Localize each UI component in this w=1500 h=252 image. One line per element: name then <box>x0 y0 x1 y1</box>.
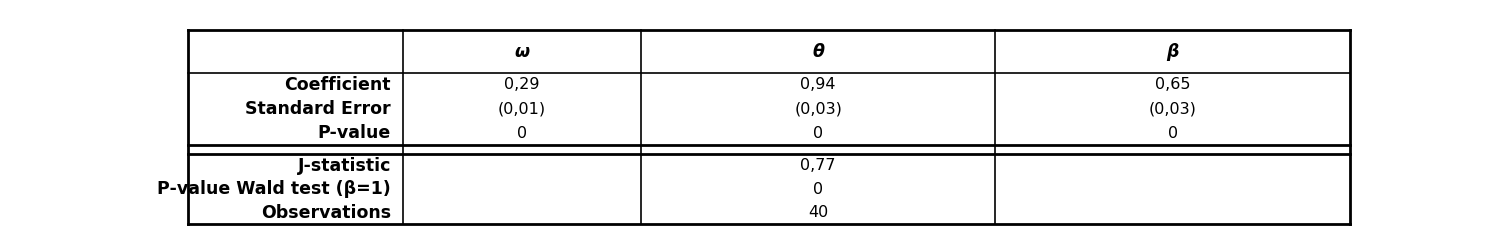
Text: 0: 0 <box>813 126 824 141</box>
Text: Observations: Observations <box>261 204 392 222</box>
Text: 0,77: 0,77 <box>801 158 836 173</box>
Text: 0,29: 0,29 <box>504 78 540 92</box>
Text: (0,03): (0,03) <box>1149 102 1197 117</box>
Text: 0: 0 <box>1167 126 1178 141</box>
Text: Coefficient: Coefficient <box>285 76 392 94</box>
Text: 0,65: 0,65 <box>1155 78 1191 92</box>
Text: 40: 40 <box>808 205 828 220</box>
Text: P-value: P-value <box>318 124 392 142</box>
Text: P-value Wald test (β=1): P-value Wald test (β=1) <box>158 180 392 198</box>
Text: Standard Error: Standard Error <box>246 100 392 118</box>
Text: 0,94: 0,94 <box>801 78 836 92</box>
Text: ω: ω <box>514 43 529 60</box>
Text: J-statistic: J-statistic <box>297 156 392 175</box>
Text: (0,01): (0,01) <box>498 102 546 117</box>
Text: 0: 0 <box>813 181 824 197</box>
Text: 0: 0 <box>516 126 526 141</box>
Text: β: β <box>1167 43 1179 60</box>
Text: (0,03): (0,03) <box>794 102 842 117</box>
Text: θ: θ <box>812 43 824 60</box>
